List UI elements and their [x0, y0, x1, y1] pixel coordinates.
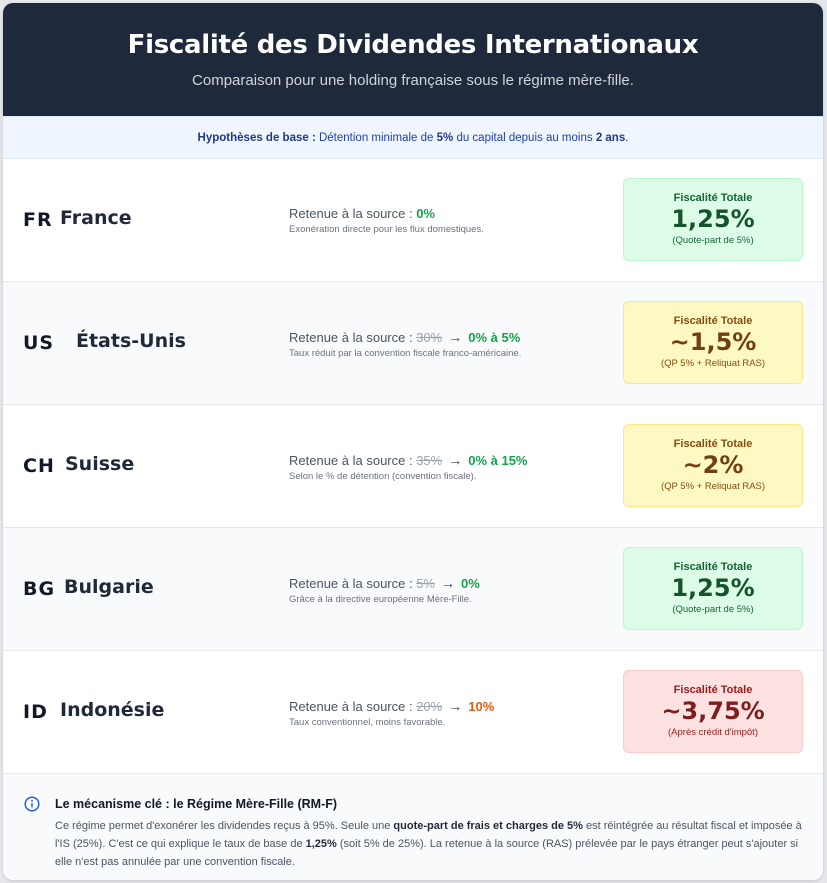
new-rate: 0% — [461, 576, 480, 591]
new-rate: 0% à 15% — [468, 453, 528, 468]
country-row: CH Suisse Retenue à la source : 35% → 0% à 1… — [3, 405, 823, 528]
total-tax-note: (QP 5% + Reliquat RAS) — [660, 358, 766, 369]
country-row: FR France Retenue à la source : 0% Exonérat… — [3, 159, 823, 282]
total-tax-note: (Après crédit d'impôt) — [668, 727, 758, 738]
total-tax-box: Fiscalité Totale ~3,75% (Après crédit d'im… — [623, 670, 803, 753]
old-rate: 30% — [416, 330, 443, 345]
total-tax-box: Fiscalité Totale 1,25% (Quote-part de 5%) — [623, 178, 803, 261]
total-tax-box: Fiscalité Totale ~1,5% (QP 5% + Reliquat R… — [623, 301, 803, 384]
country-code: CH — [23, 455, 55, 477]
total-tax-value: ~3,75% — [661, 697, 765, 725]
main-card: Fiscalité des Dividendes Internationaux … — [3, 3, 823, 880]
country-name: France — [60, 207, 132, 229]
page-title: Fiscalité des Dividendes Internationaux — [127, 30, 699, 60]
country-name: Bulgarie — [64, 576, 154, 598]
country-row: US États-Unis Retenue à la source : 30% → 0%… — [3, 282, 823, 405]
total-tax-label: Fiscalité Totale — [673, 561, 753, 573]
info-footer: Le mécanisme clé : le Régime Mère-Fille … — [3, 774, 823, 880]
retention-label: Retenue à la source : — [289, 453, 413, 468]
retention-line: Retenue à la source : 30% → 0% à 5% — [289, 329, 521, 345]
country-code: FR — [23, 209, 53, 231]
retention-label: Retenue à la source : — [289, 206, 413, 221]
country-code: US — [23, 332, 55, 354]
total-tax-note: (Quote-part de 5%) — [672, 604, 754, 615]
total-tax-label: Fiscalité Totale — [673, 684, 753, 696]
hypotheses-label: Hypothèses de base : — [197, 132, 316, 144]
hypotheses-text-1: Détention minimale de — [318, 132, 434, 144]
country-name: Indonésie — [60, 699, 165, 721]
total-tax-label: Fiscalité Totale — [673, 192, 753, 204]
retention-note: Selon le % de détention (convention fisc… — [289, 471, 477, 482]
total-tax-value: 1,25% — [671, 574, 755, 602]
country-row: BG Bulgarie Retenue à la source : 5% → 0% Grâ… — [3, 528, 823, 651]
total-tax-note: (Quote-part de 5%) — [672, 235, 754, 246]
footer-bold-2: 1,25% — [305, 838, 337, 850]
footer-text-3: (soit 5% de 25%). La retenue à la source… — [55, 838, 799, 868]
page-subtitle: Comparaison pour une holding française s… — [192, 72, 634, 89]
info-icon — [24, 796, 40, 812]
old-rate: 5% — [416, 576, 435, 591]
hypotheses-pct: 5% — [436, 132, 454, 144]
hypotheses-duration: 2 ans — [595, 132, 626, 144]
retention-note: Grâce à la directive européenne Mère-Fil… — [289, 594, 472, 605]
footer-title: Le mécanisme clé : le Régime Mère-Fille … — [55, 797, 338, 811]
country-list: FR France Retenue à la source : 0% Exonérat… — [3, 159, 823, 774]
retention-info: Retenue à la source : 5% → 0% Grâce à la di… — [289, 575, 480, 605]
retention-line: Retenue à la source : 35% → 0% à 15% — [289, 452, 528, 468]
retention-info: Retenue à la source : 35% → 0% à 15% Selon … — [289, 452, 528, 482]
hypotheses-banner: Hypothèses de base : Détention minimale … — [3, 116, 823, 159]
arrow-icon: → — [441, 575, 455, 591]
hypotheses-end: . — [625, 132, 629, 144]
country-code: BG — [23, 578, 56, 600]
retention-line: Retenue à la source : 0% — [289, 206, 484, 221]
retention-info: Retenue à la source : 20% → 10% Taux conven… — [289, 698, 494, 728]
total-tax-value: ~2% — [682, 451, 744, 479]
total-tax-value: ~1,5% — [669, 328, 757, 356]
hypotheses-text-2: du capital depuis au moins — [456, 132, 593, 144]
total-tax-label: Fiscalité Totale — [673, 438, 753, 450]
retention-label: Retenue à la source : — [289, 330, 413, 345]
retention-info: Retenue à la source : 0% Exonération dire… — [289, 206, 484, 235]
arrow-icon: → — [448, 329, 463, 345]
country-code: ID — [23, 701, 48, 723]
total-tax-box: Fiscalité Totale 1,25% (Quote-part de 5%) — [623, 547, 803, 630]
new-rate: 0% — [416, 206, 435, 221]
retention-line: Retenue à la source : 20% → 10% — [289, 698, 494, 714]
old-rate: 35% — [416, 453, 443, 468]
retention-note: Taux conventionnel, moins favorable. — [289, 717, 446, 728]
country-name: États-Unis — [76, 330, 186, 352]
total-tax-box: Fiscalité Totale ~2% (QP 5% + Reliquat RAS… — [623, 424, 803, 507]
total-tax-note: (QP 5% + Reliquat RAS) — [660, 481, 766, 492]
footer-text-1: Ce régime permet d'exonérer les dividend… — [55, 820, 394, 832]
retention-label: Retenue à la source : — [289, 699, 413, 714]
page-header: Fiscalité des Dividendes Internationaux … — [3, 3, 823, 116]
retention-label: Retenue à la source : — [289, 576, 413, 591]
retention-line: Retenue à la source : 5% → 0% — [289, 575, 480, 591]
retention-note: Exonération directe pour les flux domest… — [289, 224, 484, 235]
footer-text: Ce régime permet d'exonérer les dividend… — [55, 817, 803, 871]
new-rate: 10% — [468, 699, 495, 714]
old-rate: 20% — [416, 699, 443, 714]
arrow-icon: → — [448, 698, 463, 714]
arrow-icon: → — [448, 452, 463, 468]
total-tax-value: 1,25% — [671, 205, 755, 233]
footer-text-2: est réintégrée au résultat fiscal et imp… — [55, 820, 802, 850]
footer-bold-1: quote-part de frais et charges de 5% — [393, 820, 583, 832]
total-tax-label: Fiscalité Totale — [673, 315, 753, 327]
retention-note: Taux réduit par la convention fiscale fr… — [289, 348, 522, 359]
country-row: ID Indonésie Retenue à la source : 20% → 10%… — [3, 651, 823, 774]
country-name: Suisse — [65, 453, 135, 475]
new-rate: 0% à 5% — [468, 330, 521, 345]
retention-info: Retenue à la source : 30% → 0% à 5% Taux ré… — [289, 329, 521, 359]
